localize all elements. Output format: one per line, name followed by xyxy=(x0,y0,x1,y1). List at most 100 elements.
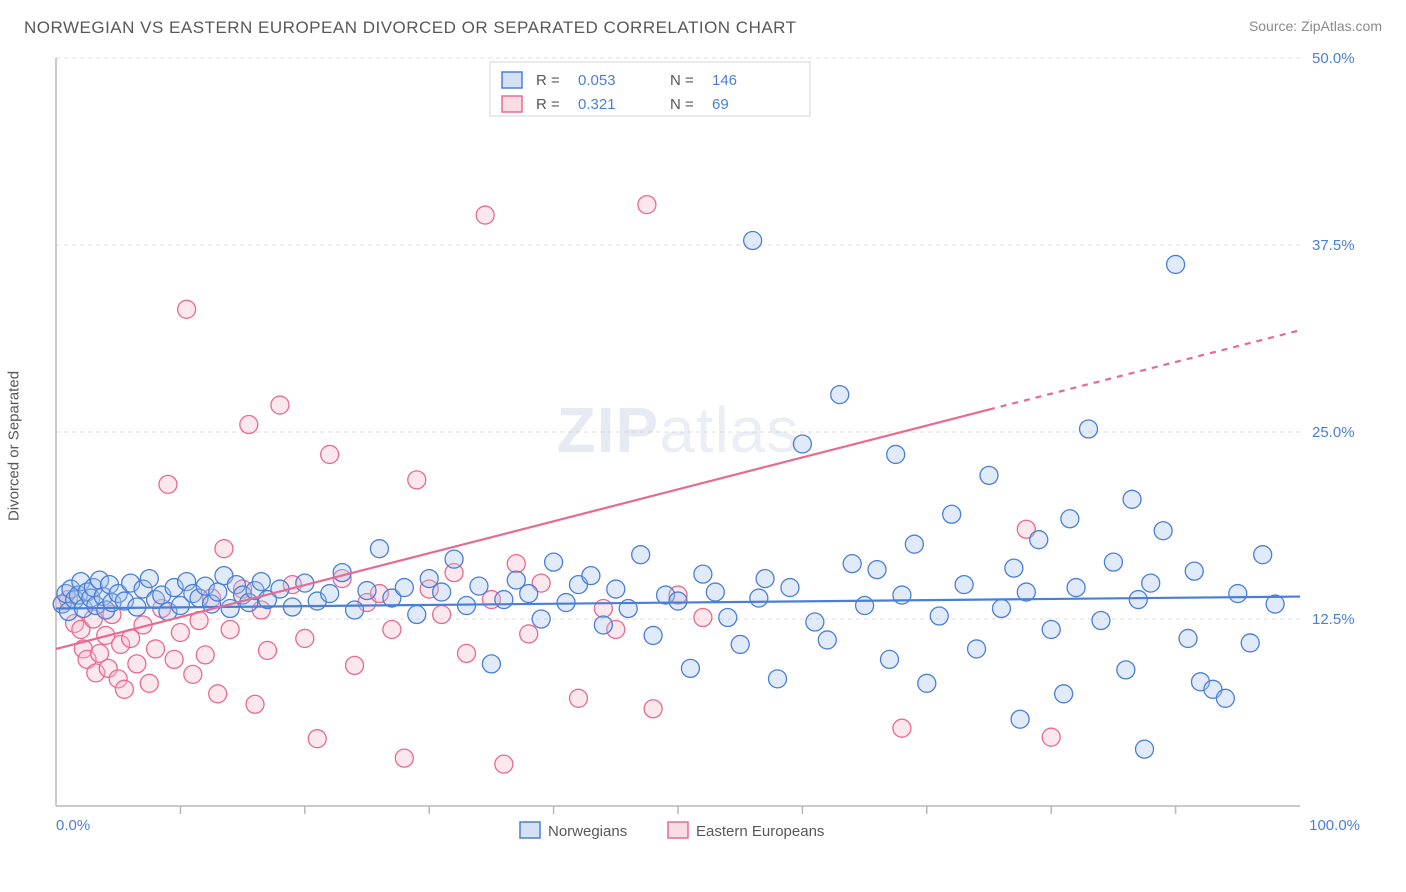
data-point xyxy=(383,620,401,638)
data-point xyxy=(1216,689,1234,707)
stats-n-value: 146 xyxy=(712,72,737,89)
data-point xyxy=(507,555,525,573)
data-point xyxy=(470,577,488,595)
data-point xyxy=(793,435,811,453)
y-tick-label: 25.0% xyxy=(1312,424,1355,441)
data-point xyxy=(1042,620,1060,638)
data-point xyxy=(258,641,276,659)
data-point xyxy=(395,749,413,767)
data-point xyxy=(115,680,133,698)
source-link[interactable]: ZipAtlas.com xyxy=(1301,18,1382,34)
data-point xyxy=(1142,574,1160,592)
data-point xyxy=(719,609,737,627)
stats-r-value: 0.053 xyxy=(578,72,616,89)
data-point xyxy=(905,535,923,553)
data-point xyxy=(1254,546,1272,564)
data-point xyxy=(806,613,824,631)
data-point xyxy=(594,616,612,634)
data-point xyxy=(1123,490,1141,508)
data-point xyxy=(532,610,550,628)
data-point xyxy=(681,659,699,677)
stats-r-label: R = xyxy=(536,72,560,89)
data-point xyxy=(358,582,376,600)
legend-label: Eastern Europeans xyxy=(696,823,824,840)
data-point xyxy=(308,730,326,748)
data-point xyxy=(140,570,158,588)
data-point xyxy=(1117,661,1135,679)
data-point xyxy=(607,580,625,598)
data-point xyxy=(992,600,1010,618)
data-point xyxy=(943,505,961,523)
data-point xyxy=(880,650,898,668)
data-point xyxy=(520,585,538,603)
data-point xyxy=(140,674,158,692)
data-point xyxy=(495,591,513,609)
data-point xyxy=(1104,553,1122,571)
data-point xyxy=(321,445,339,463)
data-point xyxy=(165,650,183,668)
legend-label: Norwegians xyxy=(548,823,627,840)
data-point xyxy=(147,640,165,658)
data-point xyxy=(980,466,998,484)
data-point xyxy=(750,589,768,607)
data-point xyxy=(694,609,712,627)
data-point xyxy=(856,597,874,615)
y-tick-label: 50.0% xyxy=(1312,52,1355,67)
data-point xyxy=(159,475,177,493)
data-point xyxy=(818,631,836,649)
stats-r-label: R = xyxy=(536,96,560,113)
data-point xyxy=(831,386,849,404)
data-point xyxy=(582,567,600,585)
data-point xyxy=(395,579,413,597)
data-point xyxy=(215,540,233,558)
data-point xyxy=(408,471,426,489)
data-point xyxy=(887,445,905,463)
data-point xyxy=(868,561,886,579)
data-point xyxy=(246,695,264,713)
data-point xyxy=(669,592,687,610)
data-point xyxy=(644,626,662,644)
data-point xyxy=(178,300,196,318)
data-point xyxy=(346,656,364,674)
svg-text:ZIPatlas: ZIPatlas xyxy=(557,394,800,466)
data-point xyxy=(1179,629,1197,647)
y-tick-label: 37.5% xyxy=(1312,237,1355,254)
stats-n-label: N = xyxy=(670,96,694,113)
data-point xyxy=(781,579,799,597)
data-point xyxy=(321,585,339,603)
data-point xyxy=(333,564,351,582)
data-point xyxy=(545,553,563,571)
data-point xyxy=(1185,562,1203,580)
data-point xyxy=(1092,611,1110,629)
x-tick-label: 0.0% xyxy=(56,817,90,834)
data-point xyxy=(955,576,973,594)
data-point xyxy=(918,674,936,692)
data-point xyxy=(1129,591,1147,609)
data-point xyxy=(756,570,774,588)
data-point xyxy=(1229,585,1247,603)
stats-n-label: N = xyxy=(670,72,694,89)
data-point xyxy=(1154,522,1172,540)
data-point xyxy=(346,601,364,619)
data-point xyxy=(252,573,270,591)
data-point xyxy=(1167,255,1185,273)
data-point xyxy=(458,644,476,662)
data-point xyxy=(1030,531,1048,549)
data-point xyxy=(433,583,451,601)
data-point xyxy=(843,555,861,573)
data-point xyxy=(482,655,500,673)
data-point xyxy=(1061,510,1079,528)
data-point xyxy=(495,755,513,773)
data-point xyxy=(1055,685,1073,703)
data-point xyxy=(930,607,948,625)
data-point xyxy=(184,665,202,683)
legend-swatch xyxy=(502,96,522,112)
data-point xyxy=(769,670,787,688)
source-attribution: Source: ZipAtlas.com xyxy=(1249,18,1382,34)
data-point xyxy=(433,606,451,624)
data-point xyxy=(644,700,662,718)
data-point xyxy=(408,606,426,624)
data-point xyxy=(1011,710,1029,728)
data-point xyxy=(221,620,239,638)
data-point xyxy=(1136,740,1154,758)
